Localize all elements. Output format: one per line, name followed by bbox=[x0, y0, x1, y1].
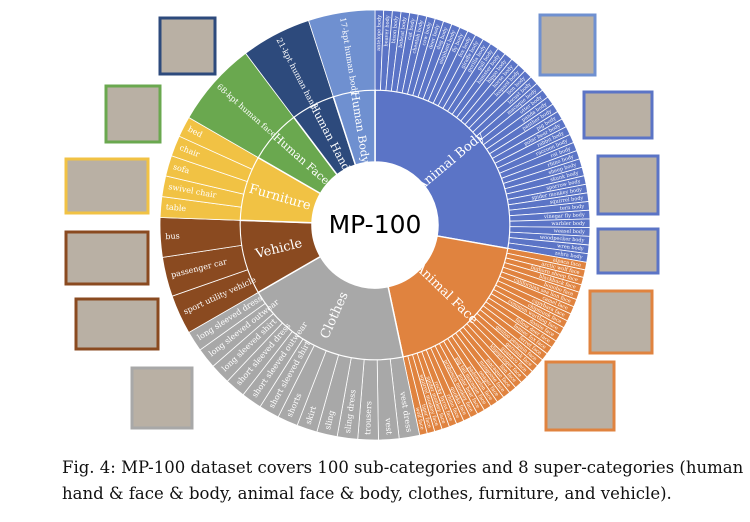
sub-category-label: sling bbox=[323, 410, 336, 431]
caption-line: Fig. 4: MP-100 dataset covers 100 sub-ca… bbox=[62, 458, 744, 477]
image-face bbox=[104, 84, 162, 144]
sub-category-label: sofa bbox=[172, 162, 191, 175]
sub-category-label: squirrel body bbox=[549, 195, 583, 205]
sub-category-label: beaver body bbox=[383, 15, 391, 47]
sub-category-label: wolf face bbox=[414, 407, 425, 431]
sub-category-label: bison body bbox=[391, 16, 400, 44]
image-rhino bbox=[596, 154, 660, 216]
image-person bbox=[538, 13, 597, 77]
sub-category-label: table bbox=[165, 202, 186, 213]
sub-category-label: wren body bbox=[557, 243, 584, 252]
sub-category-label: alpaca face bbox=[552, 257, 581, 268]
sub-category-wedge bbox=[308, 9, 376, 98]
center-hole bbox=[312, 162, 438, 288]
image-animal-face bbox=[588, 289, 654, 355]
image-bus bbox=[74, 297, 160, 351]
sub-category-label: tern body bbox=[560, 204, 585, 212]
image-bird bbox=[596, 227, 660, 275]
image-clothes bbox=[130, 366, 194, 430]
sub-category-label: antelope body bbox=[376, 15, 383, 51]
example-images bbox=[64, 13, 660, 432]
sub-category-label: zebra body bbox=[554, 250, 583, 260]
caption-line: hand & face & body, animal face & body, … bbox=[62, 484, 672, 503]
sub-category-label: bobcat body bbox=[398, 17, 408, 49]
sub-category-label: bus bbox=[165, 231, 180, 241]
image-car bbox=[64, 230, 150, 286]
image-table bbox=[64, 157, 150, 215]
sub-category-label: warbler body bbox=[551, 221, 585, 227]
sub-category-label: weasel body bbox=[554, 228, 586, 235]
sub-category-label: woodpecker body bbox=[540, 235, 585, 244]
image-hand bbox=[158, 16, 217, 76]
center-label: MP-100 bbox=[329, 210, 422, 239]
sub-category-label: cat body bbox=[407, 18, 417, 41]
sub-category-label: trousers bbox=[363, 401, 373, 435]
sub-category-label: vest bbox=[383, 417, 393, 436]
sunburst-figure: antelope body beaver body bison bodybobcat… bbox=[64, 9, 660, 441]
image-lion bbox=[544, 360, 616, 432]
sub-category-label: vinegar fly body bbox=[543, 212, 585, 220]
image-fly bbox=[582, 90, 654, 140]
